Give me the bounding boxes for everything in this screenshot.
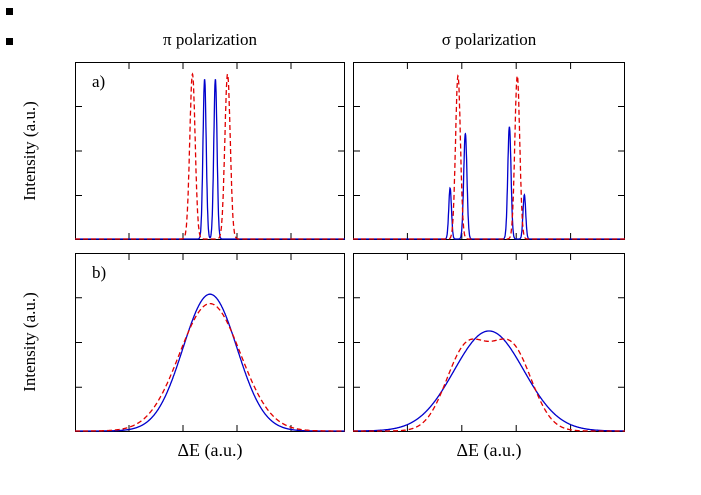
corner-mark	[6, 38, 13, 45]
panel-label-a: a)	[92, 72, 106, 91]
col-title-sigma-polarization: σ polarization	[441, 30, 537, 49]
plot-canvas-a-sigma	[353, 62, 625, 240]
plot-canvas-b-pi	[75, 253, 345, 432]
plot-canvas-a-pi	[75, 62, 345, 240]
col-title-pi-polarization: π polarization	[162, 30, 258, 49]
plot-panel-b-pi	[75, 253, 345, 432]
plot-panel-a-pi	[75, 62, 345, 240]
x-axis-label-left: ΔE (a.u.)	[177, 440, 243, 460]
y-axis-label-row-b: Intensity (a.u.)	[20, 292, 39, 392]
y-axis-label-row-a: Intensity (a.u.)	[20, 101, 39, 201]
plot-panel-a-sigma	[353, 62, 625, 240]
plot-canvas-b-sigma	[353, 253, 625, 432]
plot-panel-b-sigma	[353, 253, 625, 432]
corner-mark	[6, 8, 13, 15]
x-axis-label-right: ΔE (a.u.)	[456, 440, 522, 460]
panel-label-b: b)	[92, 263, 107, 282]
